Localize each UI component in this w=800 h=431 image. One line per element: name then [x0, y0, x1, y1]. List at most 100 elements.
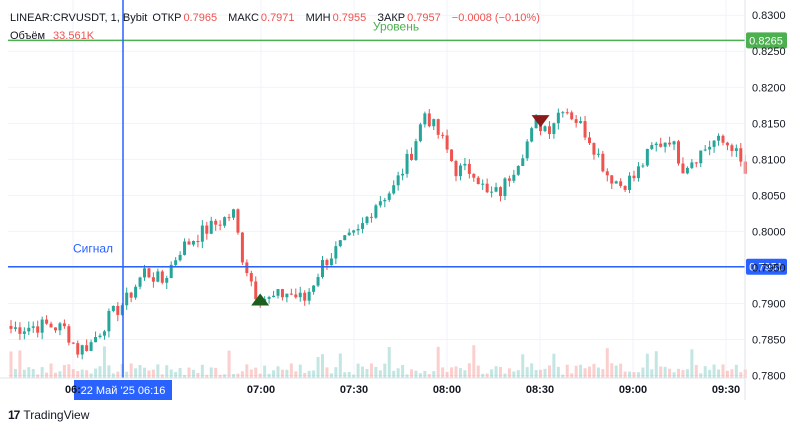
candle-body — [725, 142, 729, 146]
volume-bar — [739, 372, 743, 378]
candle-body — [441, 134, 445, 136]
volume-bar — [521, 354, 525, 378]
candle-body — [22, 331, 26, 334]
volume-bar — [218, 374, 222, 378]
volume-bar — [574, 365, 578, 378]
symbol-legend: LINEAR:CRVUSDT, 1, Bybit ОТКР 0.7965 МАКС… — [10, 12, 548, 24]
volume-bar — [58, 371, 62, 378]
volume-bar — [303, 372, 307, 378]
volume-bar — [467, 363, 471, 378]
volume-bar — [285, 369, 289, 378]
candle-body — [218, 224, 222, 226]
volume-bar — [725, 370, 729, 378]
candle-body — [31, 326, 35, 328]
candle-body — [530, 128, 534, 142]
volume-bar — [445, 372, 449, 378]
volume-bar — [13, 369, 17, 378]
candle-body — [156, 271, 160, 282]
level-label: Сигнал — [73, 242, 113, 256]
volume-bar — [200, 364, 204, 378]
volume-bar — [134, 368, 138, 378]
y-tick-label: 0.8050 — [752, 190, 786, 202]
candle-body — [169, 264, 173, 278]
volume-bar — [236, 373, 240, 378]
volume-bar — [703, 366, 707, 378]
volume-bar — [734, 364, 738, 378]
candle-body — [143, 268, 146, 278]
candle-body — [690, 162, 694, 168]
volume-bar — [151, 369, 155, 378]
volume-bar — [516, 370, 520, 378]
volume-bar — [356, 363, 360, 378]
candle-body — [205, 225, 209, 234]
candle-body — [730, 145, 734, 151]
volume-bar — [401, 364, 405, 378]
candle-body — [280, 289, 284, 298]
volume-bar — [156, 364, 160, 378]
candle-body — [134, 286, 138, 298]
volume-bar — [183, 374, 187, 378]
candle-body — [694, 162, 698, 164]
candle-body — [605, 171, 609, 176]
y-tick-label: 0.8150 — [752, 118, 786, 130]
candle-body — [227, 217, 231, 219]
symbol-name: LINEAR:CRVUSDT, 1, Bybit — [10, 12, 148, 24]
candle-body — [672, 141, 676, 145]
candle-body — [721, 135, 725, 143]
level-price-tag — [746, 32, 787, 49]
volume-bar — [552, 353, 556, 378]
candle-body — [329, 258, 333, 266]
volume-bar — [436, 346, 440, 378]
candle-body — [507, 178, 511, 181]
volume-bar — [107, 365, 111, 378]
volume-bar — [423, 370, 427, 378]
level-lines[interactable]: 0.8265 Уровень 0.7951 Сигнал — [8, 19, 787, 275]
volume-bar — [227, 350, 231, 378]
volume-bar — [588, 366, 591, 378]
candle-body — [67, 326, 71, 343]
volume-bar — [721, 364, 725, 378]
candle-body — [481, 183, 485, 185]
candle-body — [570, 112, 574, 120]
crosshair-time-label: 22 Май '25 06:16 — [81, 385, 166, 397]
candle-body — [49, 323, 53, 328]
candle-body — [361, 223, 365, 229]
volume-bar — [209, 367, 213, 378]
candle-body — [677, 141, 680, 164]
candle-body — [76, 343, 80, 355]
volume-bar — [410, 369, 413, 378]
candle-body — [623, 185, 627, 190]
candle-body — [9, 325, 13, 329]
volume-bar — [659, 366, 663, 378]
time-axis[interactable]: 06: 07:00 07:30 08:00 08:30 09:00 09:30 — [0, 377, 745, 396]
volume-bar — [280, 369, 284, 378]
candle-body — [516, 165, 520, 175]
volume-bars — [9, 345, 747, 378]
price-axis[interactable]: 0.8300 0.8250 0.8200 0.8150 0.8100 0.8050 0.80… — [744, 0, 786, 400]
volume-bar — [258, 373, 262, 378]
volume-bar — [530, 363, 534, 378]
candle-body — [191, 241, 195, 245]
volume-bar — [525, 367, 529, 378]
y-tick-label: 0.7800 — [752, 371, 786, 383]
volume-bar — [160, 374, 164, 378]
candle-body — [458, 165, 462, 177]
candle-body — [276, 289, 280, 296]
candle-body — [574, 119, 578, 123]
candle-body — [708, 146, 712, 150]
volume-bar — [628, 371, 632, 378]
candle-body — [138, 277, 142, 287]
volume-bar — [325, 367, 329, 378]
candle-body — [325, 259, 329, 266]
volume-bar — [432, 371, 436, 378]
volume-bar — [71, 369, 75, 378]
candle-body — [214, 220, 218, 225]
tradingview-branding[interactable]: 17 TradingView — [8, 408, 89, 422]
volume-bar — [98, 366, 102, 378]
volume-bar — [663, 366, 667, 378]
open-value: 0.7965 — [183, 12, 218, 24]
volume-bar — [312, 370, 316, 378]
candle-body — [476, 177, 480, 185]
candle-body — [636, 166, 640, 179]
